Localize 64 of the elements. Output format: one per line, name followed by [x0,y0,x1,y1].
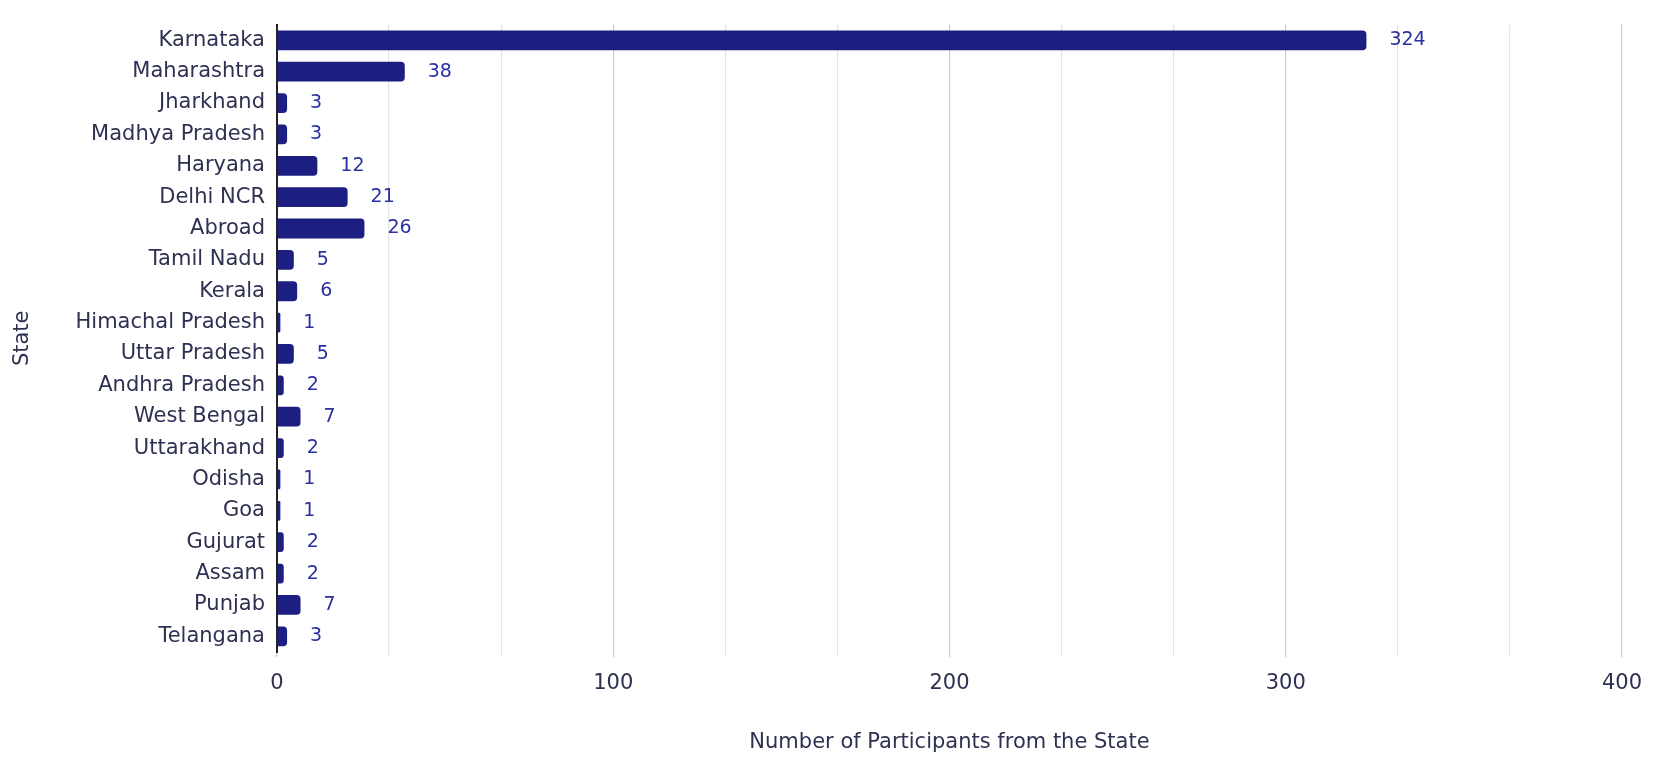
x-tick-label: 300 [1265,670,1306,695]
data-label: 5 [316,340,329,363]
bar [277,595,301,615]
bar [277,406,301,427]
y-tick-label: Karnataka [158,26,265,51]
bar [277,30,1367,51]
y-tick-label: Delhi NCR [159,183,265,208]
y-tick-label: Punjab [194,591,265,616]
y-tick-label: Tamil Nadu [147,246,265,271]
data-label: 3 [310,121,323,144]
bar [277,93,288,113]
y-tick-label: Telangana [157,622,265,647]
bar [277,563,284,584]
bar [277,155,318,176]
data-label: 324 [1389,27,1426,50]
y-tick-label: Kerala [199,277,265,302]
bar [277,124,288,145]
y-tick-label: Gujurat [186,528,265,553]
bar [277,281,298,302]
data-label: 7 [323,403,336,426]
data-label: 6 [320,278,333,301]
data-label: 1 [303,497,316,520]
bar [277,438,284,458]
data-label: 1 [303,309,316,332]
bar [277,626,288,647]
y-tick-label: Goa [223,497,265,522]
data-label: 2 [306,372,319,395]
y-tick-label: Uttarakhand [133,434,265,459]
bar [277,218,365,239]
bar [277,344,294,364]
x-tick-label: 100 [593,670,634,695]
data-label: 2 [306,435,319,458]
y-tick-label: Odisha [192,465,265,490]
x-axis-title: Number of Participants from the State [749,728,1150,753]
x-tick-label: 400 [1601,670,1643,695]
data-label: 2 [306,560,319,583]
data-label: 5 [316,246,329,269]
y-tick-label: Himachal Pradesh [75,309,265,334]
data-label: 26 [387,215,412,238]
data-label: 2 [306,529,319,552]
bar [277,375,284,396]
data-label: 7 [323,591,336,614]
y-tick-label: Andhra Pradesh [98,371,265,396]
bar [277,61,405,82]
data-label: 12 [340,152,365,175]
y-tick-label: Uttar Pradesh [120,340,265,365]
y-tick-label: West Bengal [134,403,265,428]
bar [277,249,294,270]
bar [277,532,284,553]
data-label: 1 [303,466,316,489]
y-tick-label: Madhya Pradesh [91,120,265,145]
data-label: 38 [427,58,452,81]
data-label: 21 [370,184,395,207]
y-tick-label: Maharashtra [132,58,265,83]
data-label: 3 [310,89,323,112]
data-label: 3 [310,623,323,646]
x-tick-label: 0 [270,670,284,695]
y-tick-label: Haryana [176,152,265,177]
bar [277,187,348,208]
y-tick-label: Jharkhand [157,89,265,114]
y-tick-label: Assam [195,560,265,585]
y-axis-title: State [9,310,34,367]
y-tick-label: Abroad [190,214,265,239]
x-tick-label: 200 [929,670,970,695]
